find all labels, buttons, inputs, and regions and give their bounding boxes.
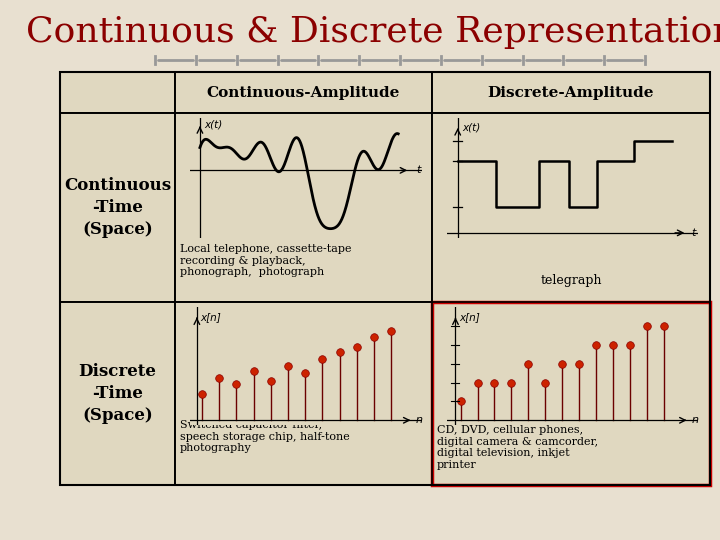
- Text: n: n: [415, 415, 422, 426]
- Text: x(t): x(t): [204, 120, 222, 130]
- Bar: [60, 72, 175, 113]
- Bar: [432, 302, 710, 485]
- Bar: [60, 113, 175, 302]
- Bar: [175, 302, 432, 485]
- Bar: [60, 302, 175, 485]
- Text: Continuous
-Time
(Space): Continuous -Time (Space): [64, 177, 171, 238]
- Text: x(t): x(t): [462, 122, 480, 132]
- Text: n: n: [691, 415, 698, 426]
- Text: t: t: [692, 228, 696, 238]
- Bar: [175, 72, 432, 113]
- Text: Discrete-Amplitude: Discrete-Amplitude: [487, 85, 654, 99]
- Text: telegraph: telegraph: [540, 274, 602, 287]
- Bar: [175, 113, 432, 302]
- Text: CD, DVD, cellular phones,
digital camera & camcorder,
digital television, inkjet: CD, DVD, cellular phones, digital camera…: [437, 425, 598, 470]
- Text: x[n]: x[n]: [459, 312, 480, 322]
- Text: Continuous-Amplitude: Continuous-Amplitude: [207, 85, 400, 99]
- Text: Discrete
-Time
(Space): Discrete -Time (Space): [78, 363, 156, 424]
- Text: Switched capacitor filter,
speech storage chip, half-tone
photography: Switched capacitor filter, speech storag…: [180, 420, 350, 453]
- Text: x[n]: x[n]: [200, 312, 221, 322]
- Text: t: t: [416, 165, 420, 176]
- Bar: [432, 72, 710, 113]
- Bar: [432, 113, 710, 302]
- Text: Continuous & Discrete Representations: Continuous & Discrete Representations: [26, 15, 720, 49]
- Text: Local telephone, cassette-tape
recording & playback,
phonograph,  photograph: Local telephone, cassette-tape recording…: [180, 244, 351, 277]
- Bar: [60, 72, 710, 485]
